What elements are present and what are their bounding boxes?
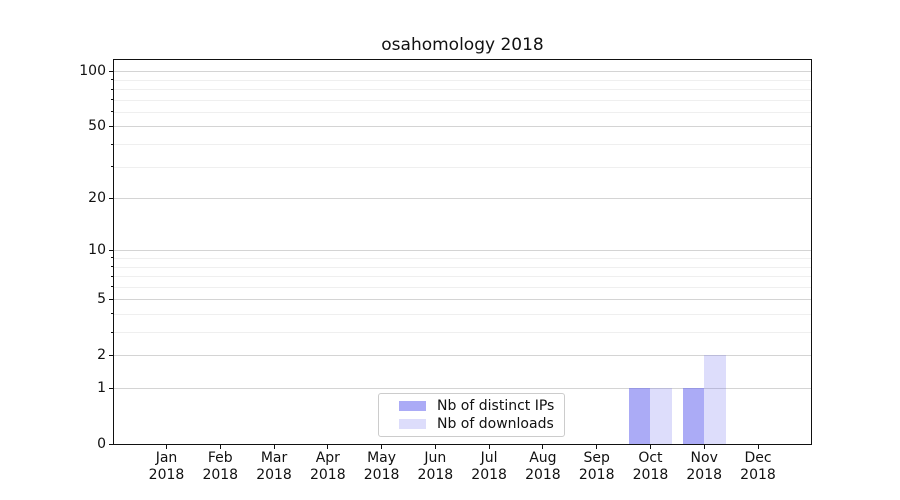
minor-gridline [114,111,811,113]
x-tick-label: Mar 2018 [256,450,292,483]
x-tick-mark [542,445,544,449]
legend-label-downloads: Nb of downloads [437,416,554,432]
y-tick-mark [109,298,114,300]
y-minor-tick-mark [111,313,114,315]
y-minor-tick-mark [111,257,114,259]
x-tick-label: Apr 2018 [309,450,346,483]
y-minor-tick-mark [111,275,114,277]
y-tick-label: 5 [97,290,106,307]
y-minor-tick-mark [111,143,114,145]
minor-gridline [114,286,811,288]
x-tick-label: Feb 2018 [202,450,239,483]
y-tick-mark [109,443,114,445]
y-tick-mark [109,125,114,127]
x-tick-mark [434,445,436,449]
legend-swatch-distinct-ips-icon [399,401,426,411]
x-tick-mark [381,445,383,449]
y-tick-mark [109,197,114,199]
y-tick-label: 2 [97,346,106,363]
minor-gridline [114,266,811,268]
x-tick-mark [273,445,275,449]
y-minor-tick-mark [111,99,114,101]
x-tick-mark [649,445,651,449]
minor-gridline [114,166,811,168]
x-tick-label: Jul 2018 [471,450,507,483]
major-gridline [114,198,811,200]
minor-gridline [114,257,811,259]
legend-item-downloads: Nb of downloads [399,416,554,432]
x-tick-label: Jan 2018 [148,450,185,483]
x-tick-mark [219,445,221,449]
y-minor-tick-mark [111,266,114,267]
legend: Nb of distinct IPs Nb of downloads [378,393,566,437]
minor-gridline [114,79,811,81]
y-minor-tick-mark [111,88,114,90]
x-tick-mark [327,445,329,449]
major-gridline [114,299,811,301]
minor-gridline [114,313,811,315]
x-tick-label: Jun 2018 [417,450,454,483]
bar [704,355,726,444]
y-tick-label: 50 [88,117,106,134]
x-tick-label: Oct 2018 [632,450,669,483]
x-tick-mark [488,445,490,449]
minor-gridline [114,332,811,333]
y-tick-label: 10 [88,241,106,258]
x-tick-label: Sep 2018 [578,450,615,483]
y-minor-tick-mark [111,79,114,81]
y-minor-tick-mark [111,166,114,168]
major-gridline [114,388,811,389]
y-minor-tick-mark [111,111,114,113]
x-tick-mark [596,445,598,449]
major-gridline [114,71,811,73]
x-tick-label: Dec 2018 [740,450,776,483]
bar [682,388,705,444]
x-tick-mark [703,445,705,449]
minor-gridline [114,276,811,278]
x-tick-label: Aug 2018 [525,450,561,483]
legend-swatch-downloads-icon [399,419,426,429]
bar [628,388,651,444]
legend-item-distinct-ips: Nb of distinct IPs [399,398,554,414]
y-tick-mark [109,249,114,251]
major-gridline [114,355,811,357]
y-tick-mark [109,387,114,389]
y-minor-tick-mark [111,286,114,288]
bar [650,388,672,444]
y-tick-mark [109,354,114,356]
minor-gridline [114,144,811,145]
y-tick-label: 1 [97,379,106,396]
y-minor-tick-mark [111,331,114,333]
y-tick-label: 0 [97,435,106,452]
x-tick-mark [166,445,167,449]
y-tick-label: 100 [79,62,106,79]
minor-gridline [114,99,811,101]
major-gridline [114,250,811,252]
x-tick-label: May 2018 [363,450,400,483]
y-tick-label: 20 [88,189,106,206]
x-tick-mark [757,445,759,449]
y-tick-mark [109,70,114,72]
plot-area [113,59,812,445]
x-tick-label: Nov 2018 [686,450,723,483]
minor-gridline [114,89,811,90]
legend-label-distinct-ips: Nb of distinct IPs [437,398,555,414]
chart-title: osahomology 2018 [381,35,544,55]
major-gridline [114,126,811,128]
